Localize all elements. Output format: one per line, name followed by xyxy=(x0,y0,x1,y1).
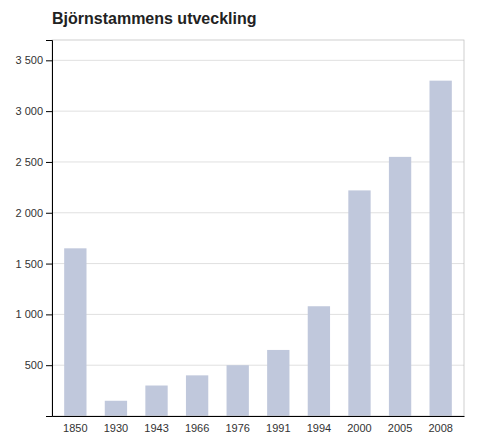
bar xyxy=(186,375,208,416)
y-tick-mark xyxy=(46,264,52,265)
bar xyxy=(308,306,330,416)
y-tick-mark xyxy=(46,213,52,214)
x-tick-label: 1994 xyxy=(307,422,331,434)
x-tick-label: 2000 xyxy=(347,422,371,434)
y-tick-label: 2 500 xyxy=(15,156,43,168)
y-tick-label: 500 xyxy=(25,359,43,371)
x-tick-label: 1991 xyxy=(266,422,290,434)
y-tick-label: 3 000 xyxy=(15,105,43,117)
x-axis-line xyxy=(53,416,465,417)
x-tick: 1943 xyxy=(144,422,168,434)
bar xyxy=(267,350,289,416)
x-tick-label: 2008 xyxy=(428,422,452,434)
plot-frame xyxy=(52,40,464,416)
x-tick-label: 1850 xyxy=(63,422,87,434)
x-tick: 2008 xyxy=(428,422,452,434)
grid-line xyxy=(52,60,464,61)
bar xyxy=(389,157,411,416)
y-axis: 500 1 000 1 500 2 000 2 500 3 000 3 500 xyxy=(15,41,52,417)
y-tick-label: 1 500 xyxy=(15,258,43,270)
x-tick-label: 2005 xyxy=(388,422,412,434)
x-tick: 1976 xyxy=(225,422,249,434)
y-tick: 2 000 xyxy=(15,207,52,219)
grid-line xyxy=(52,111,464,112)
y-tick: 3 500 xyxy=(15,54,52,66)
y-tick-mark xyxy=(46,111,52,112)
chart-container: Björnstammens utveckling 500 1 000 1 500 2 0… xyxy=(0,0,478,448)
bar xyxy=(227,365,249,416)
x-tick-label: 1966 xyxy=(185,422,209,434)
bar xyxy=(429,81,451,416)
x-tick: 1930 xyxy=(104,422,128,434)
chart-svg: Björnstammens utveckling 500 1 000 1 500 2 0… xyxy=(0,0,478,448)
y-tick-label: 3 500 xyxy=(15,54,43,66)
bar xyxy=(348,190,370,416)
y-tick: 1 000 xyxy=(15,308,52,320)
x-tick: 1850 xyxy=(63,422,87,434)
y-tick-label: 1 000 xyxy=(15,308,43,320)
y-axis-line xyxy=(46,41,53,417)
y-tick: 1 500 xyxy=(15,258,52,270)
x-tick: 1991 xyxy=(266,422,290,434)
bar xyxy=(145,386,167,416)
x-tick: 2005 xyxy=(388,422,412,434)
y-tick-mark xyxy=(46,314,52,315)
x-tick: 1994 xyxy=(307,422,331,434)
x-tick: 1966 xyxy=(185,422,209,434)
bar xyxy=(105,401,127,416)
y-tick-label: 2 000 xyxy=(15,207,43,219)
y-tick-mark xyxy=(46,60,52,61)
bars xyxy=(64,81,452,416)
y-tick: 500 xyxy=(25,359,52,371)
chart-title: Björnstammens utveckling xyxy=(52,10,257,27)
plot-area: 500 1 000 1 500 2 000 2 500 3 000 3 500 1850 193… xyxy=(15,40,464,434)
x-tick-label: 1976 xyxy=(225,422,249,434)
y-tick: 2 500 xyxy=(15,156,52,168)
x-tick-label: 1930 xyxy=(104,422,128,434)
x-tick-label: 1943 xyxy=(144,422,168,434)
y-tick: 3 000 xyxy=(15,105,52,117)
y-tick-mark xyxy=(46,365,52,366)
y-tick-mark xyxy=(46,162,52,163)
bar xyxy=(64,248,86,416)
x-tick: 2000 xyxy=(347,422,371,434)
x-axis: 1850 1930 1943 1966 1976 1991 1994 2000 2005 2008 xyxy=(53,417,465,434)
